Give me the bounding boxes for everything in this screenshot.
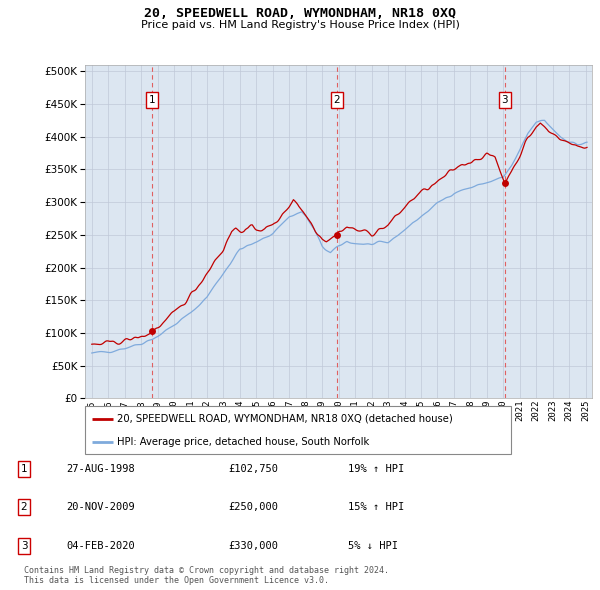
Text: 1: 1 <box>149 95 155 105</box>
Text: 15% ↑ HPI: 15% ↑ HPI <box>348 503 404 512</box>
Text: 20-NOV-2009: 20-NOV-2009 <box>66 503 135 512</box>
Text: 20, SPEEDWELL ROAD, WYMONDHAM, NR18 0XQ: 20, SPEEDWELL ROAD, WYMONDHAM, NR18 0XQ <box>144 7 456 20</box>
Text: Contains HM Land Registry data © Crown copyright and database right 2024.
This d: Contains HM Land Registry data © Crown c… <box>24 566 389 585</box>
Text: 2: 2 <box>334 95 340 105</box>
Text: HPI: Average price, detached house, South Norfolk: HPI: Average price, detached house, Sout… <box>117 437 370 447</box>
Text: 2: 2 <box>20 503 28 512</box>
Text: 3: 3 <box>20 541 28 550</box>
Text: 1: 1 <box>20 464 28 474</box>
Text: Price paid vs. HM Land Registry's House Price Index (HPI): Price paid vs. HM Land Registry's House … <box>140 20 460 30</box>
Text: 04-FEB-2020: 04-FEB-2020 <box>66 541 135 550</box>
Text: £250,000: £250,000 <box>228 503 278 512</box>
Text: 5% ↓ HPI: 5% ↓ HPI <box>348 541 398 550</box>
Text: 19% ↑ HPI: 19% ↑ HPI <box>348 464 404 474</box>
Text: 3: 3 <box>502 95 508 105</box>
Text: 20, SPEEDWELL ROAD, WYMONDHAM, NR18 0XQ (detached house): 20, SPEEDWELL ROAD, WYMONDHAM, NR18 0XQ … <box>117 414 453 424</box>
Text: 27-AUG-1998: 27-AUG-1998 <box>66 464 135 474</box>
Text: £330,000: £330,000 <box>228 541 278 550</box>
Text: £102,750: £102,750 <box>228 464 278 474</box>
